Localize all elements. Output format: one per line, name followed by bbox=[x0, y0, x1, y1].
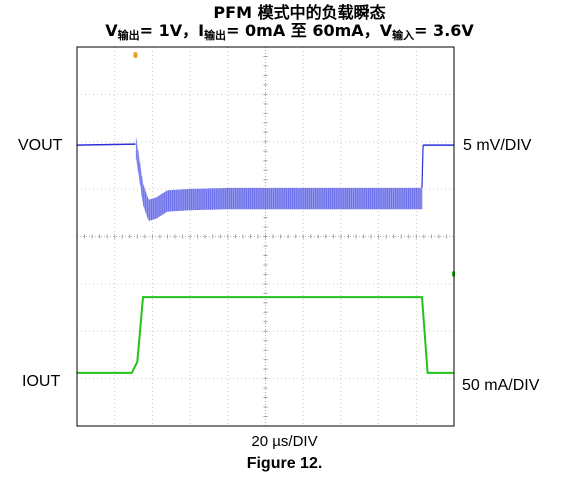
figure-caption: Figure 12. bbox=[0, 455, 563, 473]
iout-label: IOUT bbox=[22, 373, 60, 391]
vout-trace-step bbox=[422, 145, 423, 188]
vout-scale-label: 5 mV/DIV bbox=[463, 137, 531, 155]
trigger-marker bbox=[133, 52, 137, 58]
time-scale-label: 20 µs/DIV bbox=[0, 433, 563, 450]
vout-trace-before bbox=[77, 144, 135, 145]
iout-scale-label: 50 mA/DIV bbox=[462, 377, 539, 395]
vout-label: VOUT bbox=[18, 137, 62, 155]
